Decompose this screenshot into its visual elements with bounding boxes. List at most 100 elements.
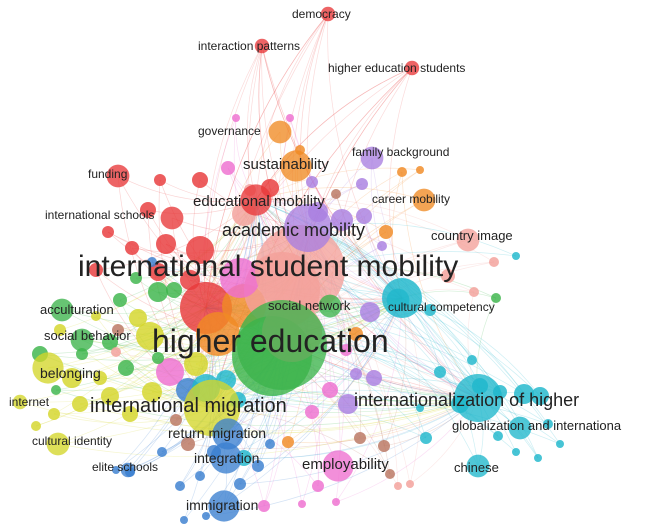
- network-node[interactable]: [350, 368, 362, 380]
- label-immigration[interactable]: immigration: [186, 497, 259, 513]
- network-node[interactable]: [332, 498, 340, 506]
- network-node[interactable]: [181, 437, 195, 451]
- network-node[interactable]: [220, 258, 260, 298]
- label-chinese[interactable]: chinese: [454, 460, 499, 475]
- network-node[interactable]: [312, 480, 324, 492]
- label-internationalization-of-higher[interactable]: internationalization of higher: [354, 390, 580, 410]
- network-node[interactable]: [377, 241, 387, 251]
- network-node[interactable]: [349, 327, 363, 341]
- network-node[interactable]: [416, 166, 424, 174]
- network-node[interactable]: [152, 352, 164, 364]
- label-internet[interactable]: internet: [9, 395, 50, 409]
- node-educational-mobility[interactable]: [240, 184, 272, 216]
- network-node[interactable]: [441, 269, 455, 283]
- network-node[interactable]: [469, 287, 479, 297]
- network-node[interactable]: [111, 347, 121, 357]
- network-node[interactable]: [221, 161, 235, 175]
- network-node[interactable]: [286, 114, 294, 122]
- network-node[interactable]: [252, 460, 264, 472]
- network-node[interactable]: [175, 481, 185, 491]
- network-node[interactable]: [125, 241, 139, 255]
- node-immigration[interactable]: [208, 490, 240, 522]
- network-node[interactable]: [142, 382, 162, 402]
- network-node[interactable]: [76, 348, 88, 360]
- network-node[interactable]: [356, 178, 368, 190]
- node-interaction-patterns[interactable]: [254, 38, 270, 54]
- label-social-behavior[interactable]: social behavior: [44, 328, 131, 343]
- node-academic-mobility[interactable]: [284, 204, 332, 252]
- network-node[interactable]: [366, 370, 382, 386]
- network-node[interactable]: [113, 293, 127, 307]
- network-node[interactable]: [331, 209, 353, 231]
- node-internationalization-of-higher[interactable]: [454, 374, 502, 422]
- network-node[interactable]: [195, 471, 205, 481]
- network-node[interactable]: [556, 440, 564, 448]
- node-belonging[interactable]: [32, 352, 64, 384]
- network-node[interactable]: [512, 252, 520, 260]
- label-international-student-mobility[interactable]: international student mobility: [78, 250, 459, 283]
- network-node[interactable]: [360, 302, 380, 322]
- network-node[interactable]: [31, 421, 41, 431]
- network-node[interactable]: [356, 208, 372, 224]
- network-node[interactable]: [149, 263, 167, 281]
- label-international-migration[interactable]: international migration: [90, 395, 287, 417]
- node-social-network[interactable]: [318, 294, 342, 318]
- network-node[interactable]: [112, 324, 124, 336]
- label-higher-education-students[interactable]: higher education students: [328, 61, 466, 75]
- network-node[interactable]: [156, 234, 176, 254]
- network-node[interactable]: [534, 454, 542, 462]
- network-node[interactable]: [112, 466, 120, 474]
- node-acculturation[interactable]: [50, 298, 74, 322]
- label-funding[interactable]: funding: [88, 167, 128, 181]
- label-democracy[interactable]: democracy: [292, 7, 351, 21]
- network-node[interactable]: [416, 404, 424, 412]
- network-node[interactable]: [166, 282, 182, 298]
- node-employability[interactable]: [322, 450, 354, 482]
- network-node[interactable]: [157, 447, 167, 457]
- network-node[interactable]: [156, 358, 184, 386]
- node-international-schools[interactable]: [160, 206, 184, 230]
- node-governance[interactable]: [268, 120, 292, 144]
- label-family-background[interactable]: family background: [352, 145, 450, 159]
- network-node[interactable]: [170, 414, 182, 426]
- network-node[interactable]: [493, 431, 503, 441]
- network-node[interactable]: [72, 396, 88, 412]
- network-node[interactable]: [340, 344, 352, 356]
- node-internet[interactable]: [12, 394, 28, 410]
- node-higher-education-students[interactable]: [404, 60, 420, 76]
- label-international-schools[interactable]: international schools: [45, 208, 155, 222]
- label-elite-schools[interactable]: elite schools: [92, 460, 159, 474]
- label-higher-education[interactable]: higher education: [152, 323, 389, 359]
- network-node[interactable]: [130, 272, 142, 284]
- label-cultural-competency[interactable]: cultural competency: [388, 300, 495, 314]
- network-node[interactable]: [467, 355, 477, 365]
- network-node[interactable]: [420, 432, 432, 444]
- network-node[interactable]: [62, 368, 82, 388]
- network-node[interactable]: [424, 304, 436, 316]
- network-node[interactable]: [305, 405, 319, 419]
- network-node[interactable]: [531, 387, 549, 405]
- network-node[interactable]: [48, 408, 60, 420]
- network-node[interactable]: [154, 174, 166, 186]
- network-node[interactable]: [232, 114, 240, 122]
- node-higher-education[interactable]: [237, 300, 327, 390]
- network-node[interactable]: [102, 226, 114, 238]
- label-academic-mobility[interactable]: academic mobility: [222, 220, 366, 240]
- network-node[interactable]: [385, 469, 395, 479]
- label-educational-mobility[interactable]: educational mobility: [193, 193, 325, 210]
- node-cultural-identity[interactable]: [46, 432, 70, 456]
- network-node[interactable]: [338, 394, 358, 414]
- label-belonging[interactable]: belonging: [40, 365, 101, 381]
- network-node[interactable]: [148, 282, 168, 302]
- label-career-mobility[interactable]: career mobility: [372, 192, 451, 206]
- node-chinese[interactable]: [466, 454, 490, 478]
- node-country-image[interactable]: [456, 228, 480, 252]
- network-node[interactable]: [140, 202, 156, 218]
- network-node[interactable]: [322, 382, 338, 398]
- network-node[interactable]: [234, 478, 246, 490]
- network-node[interactable]: [196, 312, 240, 356]
- network-node[interactable]: [93, 371, 107, 385]
- label-return-migration[interactable]: return migration: [168, 425, 267, 441]
- node-family-background[interactable]: [360, 146, 384, 170]
- network-node[interactable]: [192, 172, 208, 188]
